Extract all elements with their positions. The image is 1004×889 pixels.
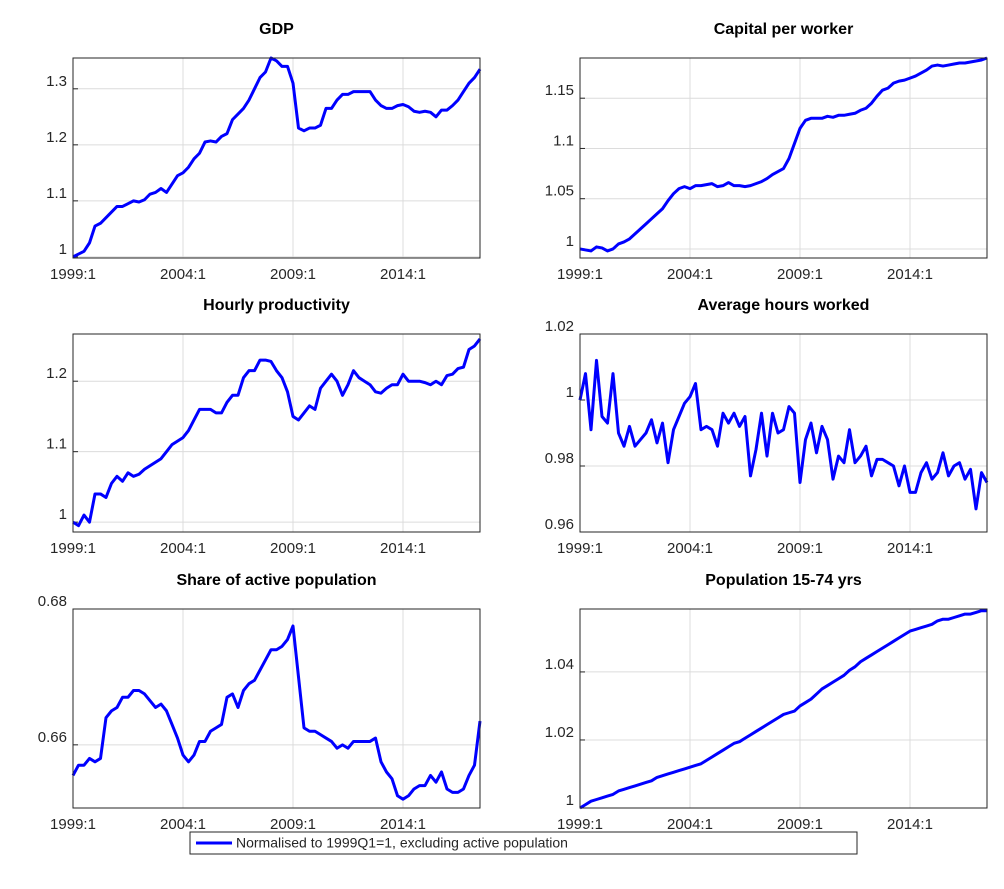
x-tick-label: 1999:1: [50, 816, 96, 833]
x-tick-label: 2004:1: [667, 540, 713, 557]
x-tick-label: 2014:1: [380, 266, 426, 283]
plot-area: [73, 334, 480, 532]
data-line: [578, 358, 989, 511]
axes-box: [579, 608, 988, 809]
axes-box: [72, 57, 481, 259]
legend-box: [189, 831, 858, 855]
y-tick-label: 0.66: [38, 729, 67, 746]
x-tick-label: 1999:1: [557, 266, 603, 283]
y-tick-label: 1.1: [46, 436, 67, 453]
data-line: [579, 56, 988, 253]
x-tick-label: 2004:1: [160, 540, 206, 557]
x-tick-label: 1999:1: [557, 816, 603, 833]
chart-title: Share of active population: [176, 572, 376, 589]
y-tick-label: 1: [566, 792, 574, 809]
y-tick-label: 1.05: [545, 183, 574, 200]
y-tick-label: 1.2: [46, 129, 67, 146]
x-tick-label: 1999:1: [50, 266, 96, 283]
y-tick-label: 1.2: [46, 365, 67, 382]
x-tick-label: 2009:1: [777, 266, 823, 283]
plot-area: [580, 334, 987, 532]
x-tick-label: 2014:1: [380, 816, 426, 833]
x-tick-label: 2009:1: [270, 816, 316, 833]
data-line: [72, 56, 482, 259]
y-tick-label: 0.68: [38, 593, 67, 610]
y-tick-label: 1.1: [553, 132, 574, 149]
x-tick-label: 2004:1: [667, 816, 713, 833]
y-tick-label: 1: [566, 384, 574, 401]
y-tick-label: 1.1: [46, 185, 67, 202]
axes-box: [579, 333, 988, 533]
plot-area: [580, 58, 987, 258]
x-tick-label: 2014:1: [380, 540, 426, 557]
chart-title: GDP: [259, 21, 294, 38]
y-tick-label: 1.3: [46, 73, 67, 90]
chart-title: Population 15-74 yrs: [705, 572, 862, 589]
y-tick-label: 1: [566, 233, 574, 250]
x-tick-label: 2009:1: [777, 540, 823, 557]
x-tick-label: 2009:1: [777, 816, 823, 833]
x-tick-label: 2009:1: [270, 266, 316, 283]
axes-box: [579, 57, 988, 259]
data-line: [579, 609, 987, 810]
data-line: [72, 338, 482, 528]
y-tick-label: 1.15: [545, 82, 574, 99]
axes-box: [72, 333, 481, 533]
x-tick-label: 1999:1: [557, 540, 603, 557]
chart-title: Average hours worked: [698, 297, 870, 314]
x-tick-label: 2004:1: [160, 266, 206, 283]
plot-area: [73, 58, 480, 258]
plot-area: [580, 609, 987, 808]
y-tick-label: 1: [59, 506, 67, 523]
x-tick-label: 1999:1: [50, 540, 96, 557]
y-tick-label: 1.02: [545, 724, 574, 741]
chart-title: Capital per worker: [714, 21, 854, 38]
data-line: [71, 624, 482, 801]
y-tick-label: 0.98: [545, 450, 574, 467]
y-tick-label: 0.96: [545, 516, 574, 533]
chart-title: Hourly productivity: [203, 297, 350, 314]
y-tick-label: 1: [59, 241, 67, 258]
legend-label: Normalised to 1999Q1=1, excluding active…: [236, 835, 568, 851]
axes-box: [72, 608, 481, 809]
x-tick-label: 2014:1: [887, 816, 933, 833]
x-tick-label: 2004:1: [160, 816, 206, 833]
x-tick-label: 2014:1: [887, 540, 933, 557]
y-tick-label: 1.02: [545, 318, 574, 335]
y-tick-label: 1.04: [545, 656, 574, 673]
x-tick-label: 2009:1: [270, 540, 316, 557]
x-tick-label: 2014:1: [887, 266, 933, 283]
plot-area: [73, 609, 480, 808]
x-tick-label: 2004:1: [667, 266, 713, 283]
